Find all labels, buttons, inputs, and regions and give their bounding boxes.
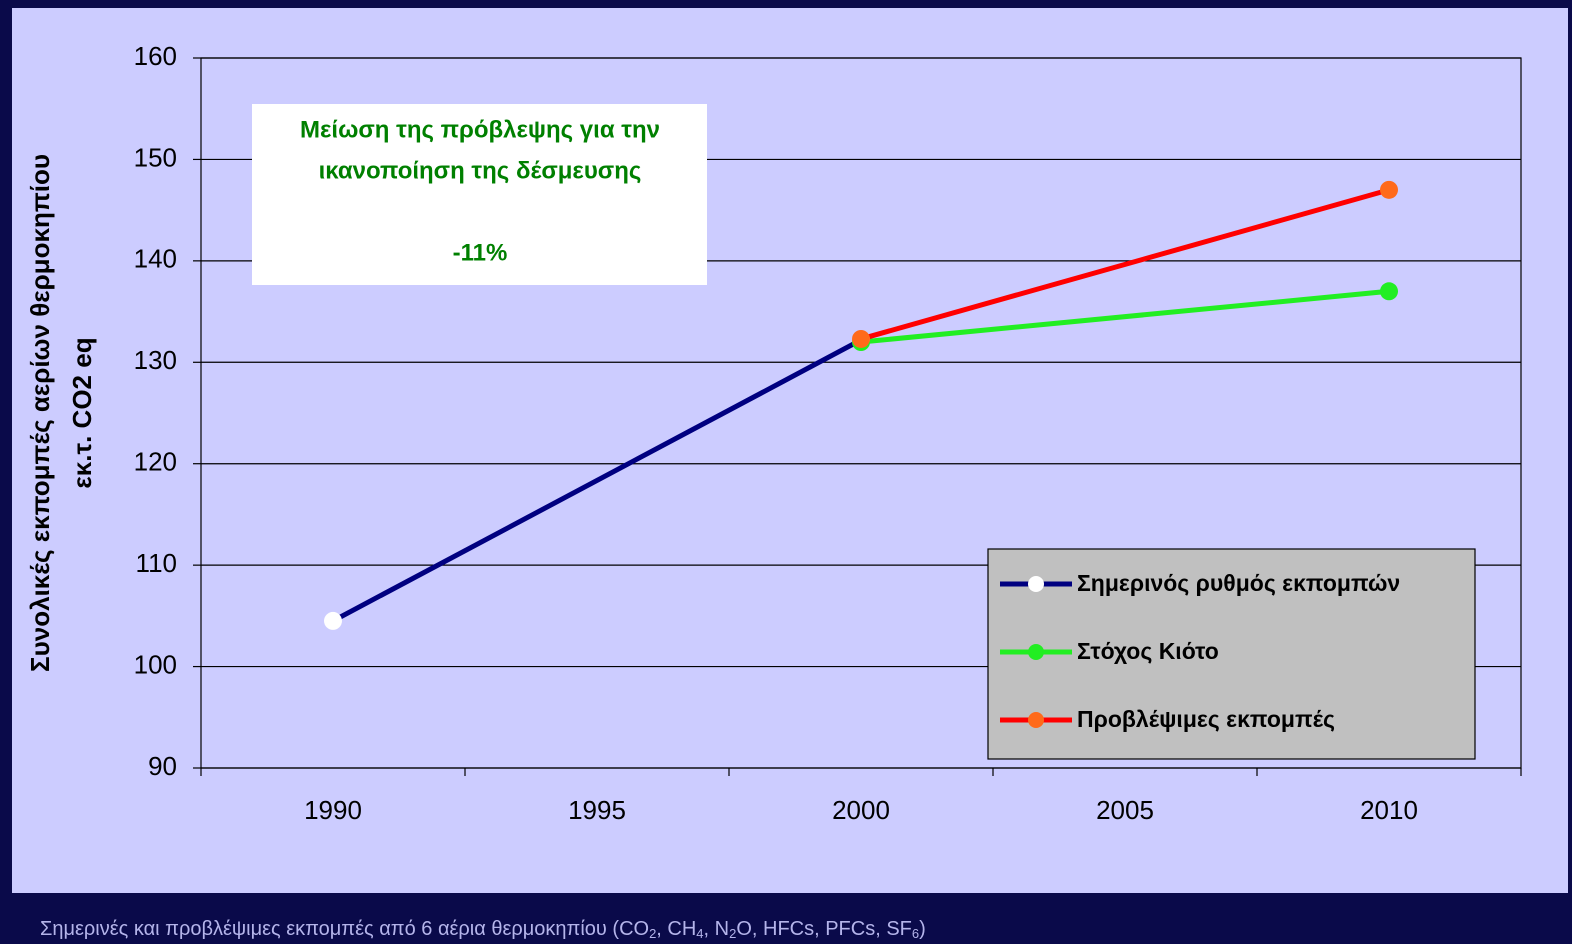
- x-tick-label: 1990: [304, 795, 362, 825]
- y-tick-label: 110: [136, 548, 177, 578]
- data-point: [852, 329, 870, 348]
- caption-part: , CH: [656, 918, 696, 940]
- y-tick-label: 140: [134, 244, 177, 274]
- y-axis-label: Συνολικές εκπομπές αερίων θερμοκηπίου: [25, 154, 55, 672]
- x-tick-label: 2000: [832, 795, 890, 825]
- series-line: [331, 337, 863, 624]
- legend-label: Στόχος Κιότο: [1077, 638, 1219, 664]
- caption-subscript: 4: [696, 926, 703, 941]
- panel: [12, 8, 1568, 893]
- annotation-box: [252, 104, 707, 285]
- y-tick-label: 160: [134, 41, 177, 71]
- y-tick-label: 100: [134, 649, 177, 679]
- caption-part: Σημερινές και προβλέψιμες εκπομπές από 6…: [40, 918, 649, 940]
- caption-subscript: 6: [912, 926, 919, 941]
- caption-part: ): [919, 918, 926, 940]
- y-tick-label: 120: [134, 447, 177, 477]
- legend-label: Σημερινός ρυθμός εκπομπών: [1077, 570, 1400, 596]
- annotation-text: -11%: [453, 239, 508, 266]
- annotation-text: Μείωση της πρόβλεψης για την: [300, 116, 660, 143]
- annotation-text: ικανοποίηση της δέσμευσης: [319, 157, 642, 184]
- plot-border: [200, 57, 1522, 769]
- legend-marker: [1028, 576, 1044, 592]
- caption-part: O, HFCs, PFCs, SF: [736, 918, 912, 940]
- data-point: [1380, 180, 1398, 199]
- caption-subscript: 2: [649, 926, 656, 941]
- y-tick-label: 130: [134, 345, 177, 375]
- legend-marker: [1028, 644, 1044, 660]
- legend-label: Προβλέψιμες εκπομπές: [1077, 706, 1335, 732]
- x-tick-label: 1995: [568, 795, 626, 825]
- x-tick-label: 2010: [1360, 795, 1418, 825]
- series-line: [860, 187, 1390, 342]
- series-line: [860, 288, 1390, 345]
- caption-subscript: 2: [729, 926, 736, 941]
- caption-part: , N: [704, 918, 730, 940]
- y-tick-label: 150: [134, 142, 177, 172]
- data-point: [324, 611, 342, 630]
- data-point: [1380, 282, 1398, 301]
- x-tick-label: 2005: [1096, 795, 1154, 825]
- y-tick-label: 90: [148, 751, 177, 781]
- y-axis-label: εκ.τ. CO2 eq: [67, 337, 97, 488]
- caption: Σημερινές και προβλέψιμες εκπομπές από 6…: [40, 918, 926, 941]
- legend-marker: [1028, 712, 1044, 728]
